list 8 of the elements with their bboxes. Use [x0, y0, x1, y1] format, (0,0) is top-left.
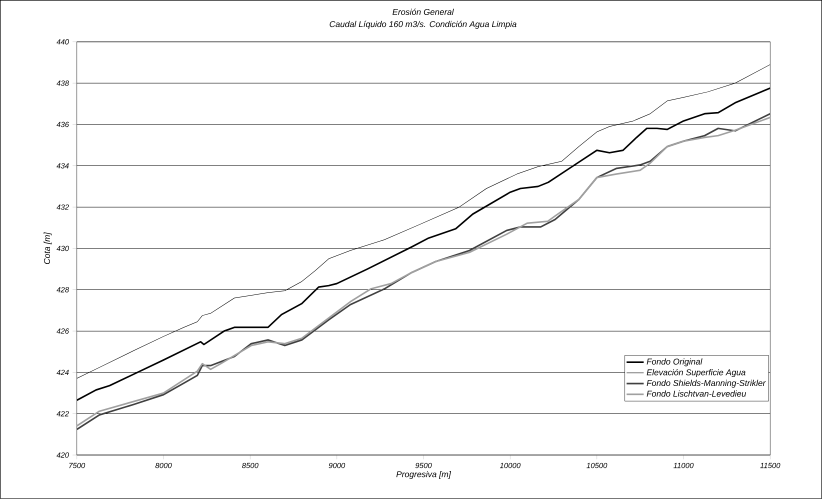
x-axis-title: Progresiva [m]	[396, 471, 452, 480]
legend-label: Fondo Lischtvan-Levedieu	[646, 390, 746, 397]
chart-title: Erosión General	[392, 8, 454, 16]
legend-label: Elevación Superficie Agua	[646, 369, 746, 378]
legend-label: Fondo Original	[646, 358, 702, 366]
legend-label: Fondo Shields-Manning-Strikler	[646, 380, 766, 388]
y-axis-title: Cota [m]	[44, 232, 52, 264]
chart-subtitle: Caudal Líquido 160 m3/s. Condición Agua Limpia	[330, 20, 516, 29]
